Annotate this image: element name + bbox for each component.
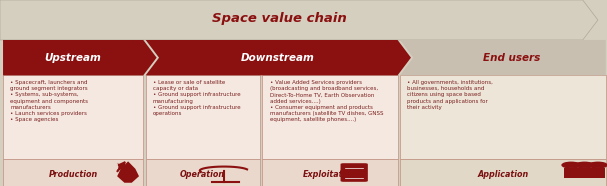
FancyBboxPatch shape [341,163,368,182]
Text: • Value Added Services providers
(broadcasting and broadband services,
Direct-To: • Value Added Services providers (broadc… [270,80,383,122]
Polygon shape [0,0,598,40]
Text: • All governments, institutions,
businesses, households and
citizens using space: • All governments, institutions, busines… [407,80,493,110]
Text: Upstream: Upstream [45,53,101,63]
Polygon shape [3,40,157,75]
Polygon shape [577,168,592,178]
Circle shape [562,162,580,168]
Circle shape [575,162,594,168]
Polygon shape [400,40,606,75]
FancyBboxPatch shape [400,159,606,186]
FancyBboxPatch shape [3,159,143,186]
Circle shape [589,162,607,168]
Text: Exploitation: Exploitation [303,170,357,179]
FancyBboxPatch shape [146,159,260,186]
Text: Production: Production [49,170,98,179]
Text: Operation: Operation [180,170,225,179]
FancyBboxPatch shape [262,75,398,159]
Text: Space value chain: Space value chain [212,12,347,25]
Text: Application: Application [477,170,529,179]
Text: • Spacecraft, launchers and
ground segment integrators
• Systems, sub-systems,
e: • Spacecraft, launchers and ground segme… [10,80,89,122]
Text: ✦: ✦ [112,157,132,177]
FancyBboxPatch shape [400,75,606,159]
FancyBboxPatch shape [146,75,260,159]
Polygon shape [146,40,411,75]
FancyBboxPatch shape [262,159,398,186]
Text: • Lease or sale of satellite
capacity or data
• Ground support infrastructure
ma: • Lease or sale of satellite capacity or… [153,80,240,116]
FancyBboxPatch shape [3,75,143,159]
Polygon shape [564,168,578,178]
Polygon shape [117,161,139,183]
Text: End users: End users [483,53,541,63]
Polygon shape [591,168,605,178]
Text: Downstream: Downstream [241,53,314,63]
